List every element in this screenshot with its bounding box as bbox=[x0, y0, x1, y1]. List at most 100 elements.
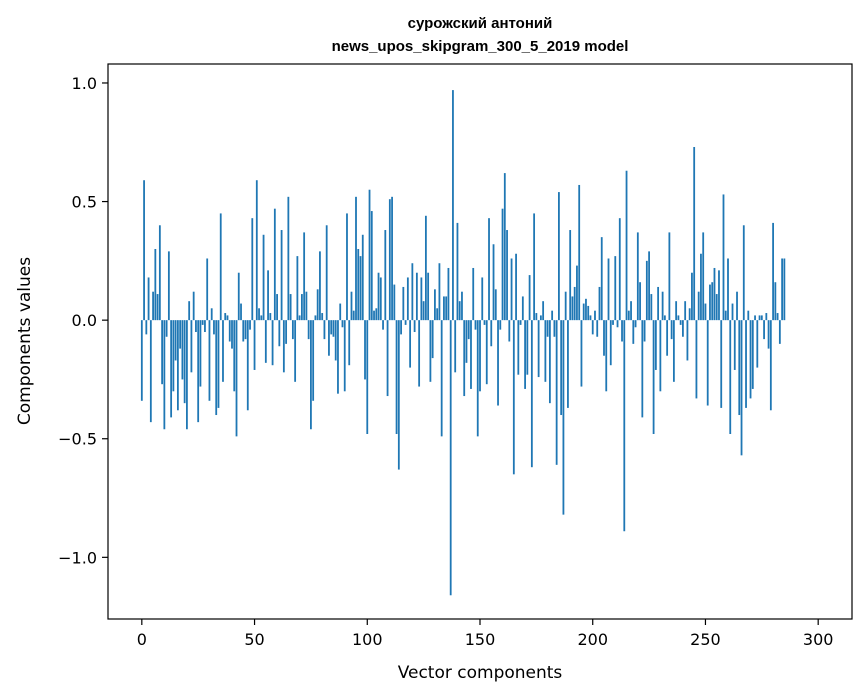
bar bbox=[623, 320, 626, 532]
bar bbox=[386, 320, 389, 397]
bar bbox=[731, 303, 734, 321]
bar bbox=[323, 320, 326, 340]
bar bbox=[639, 282, 641, 321]
bar bbox=[246, 320, 249, 411]
bar bbox=[222, 320, 224, 382]
bar bbox=[307, 320, 310, 340]
bar bbox=[526, 320, 529, 375]
bar bbox=[285, 320, 288, 344]
bar bbox=[724, 310, 727, 321]
bar bbox=[427, 272, 430, 321]
bar bbox=[226, 315, 229, 321]
bar bbox=[585, 298, 587, 321]
bar bbox=[217, 320, 220, 408]
bar bbox=[341, 320, 344, 328]
bar bbox=[555, 320, 558, 465]
bar bbox=[643, 320, 646, 342]
bar bbox=[765, 313, 768, 321]
bar bbox=[508, 320, 511, 342]
bar bbox=[438, 263, 441, 321]
y-axis: −1.0 −0.5 0.0 0.5 1.0 bbox=[58, 74, 108, 567]
bar bbox=[648, 251, 650, 321]
bar bbox=[763, 320, 765, 340]
bar bbox=[140, 320, 143, 401]
bar bbox=[589, 315, 592, 321]
bar bbox=[659, 320, 662, 392]
bar bbox=[316, 289, 319, 321]
bar bbox=[675, 301, 678, 321]
bar bbox=[641, 320, 644, 418]
bar bbox=[564, 291, 567, 321]
bar bbox=[745, 320, 747, 408]
bar bbox=[415, 272, 418, 321]
bar bbox=[605, 320, 608, 392]
bar bbox=[492, 244, 495, 321]
bar bbox=[463, 320, 466, 397]
bar bbox=[733, 320, 736, 370]
bar bbox=[434, 289, 436, 321]
bar bbox=[192, 291, 195, 321]
bar bbox=[174, 320, 177, 361]
bar bbox=[582, 303, 585, 321]
bar bbox=[729, 320, 732, 434]
bar bbox=[494, 289, 497, 321]
bar bbox=[756, 320, 759, 368]
bar bbox=[700, 253, 702, 321]
bar bbox=[337, 320, 339, 394]
bar bbox=[199, 320, 202, 387]
bar bbox=[300, 294, 303, 321]
bar bbox=[303, 232, 306, 321]
bar bbox=[781, 258, 784, 321]
bar bbox=[319, 251, 321, 321]
bar bbox=[569, 230, 572, 321]
bar bbox=[544, 320, 547, 382]
bar bbox=[535, 313, 538, 321]
bar bbox=[233, 320, 236, 392]
bar bbox=[375, 308, 378, 321]
bar bbox=[747, 310, 750, 321]
bar bbox=[253, 320, 256, 370]
bar bbox=[560, 320, 563, 416]
bar bbox=[603, 320, 605, 356]
bar bbox=[668, 232, 671, 321]
bar bbox=[524, 320, 526, 389]
bar bbox=[429, 320, 432, 382]
bar bbox=[485, 320, 488, 385]
bar bbox=[156, 294, 159, 321]
bar bbox=[454, 320, 457, 373]
bar bbox=[742, 225, 745, 321]
bar bbox=[479, 320, 481, 392]
bar bbox=[413, 320, 416, 333]
bar bbox=[445, 296, 448, 321]
bar bbox=[537, 320, 540, 378]
x-tick-label: 250 bbox=[690, 630, 721, 649]
bar bbox=[751, 320, 754, 389]
bar bbox=[598, 286, 601, 321]
bar bbox=[697, 291, 700, 321]
bar bbox=[636, 232, 639, 321]
bar bbox=[539, 315, 542, 321]
bar bbox=[181, 320, 184, 380]
bar bbox=[587, 305, 590, 321]
bar bbox=[312, 320, 315, 401]
bar bbox=[625, 170, 628, 321]
bar bbox=[695, 320, 698, 399]
bar bbox=[314, 315, 317, 321]
bar bbox=[760, 315, 763, 321]
bar bbox=[476, 320, 479, 437]
bar bbox=[778, 320, 781, 344]
bar bbox=[693, 147, 696, 321]
bar bbox=[713, 267, 716, 321]
bar bbox=[506, 230, 508, 321]
x-axis-label: Vector components bbox=[398, 663, 563, 683]
bar bbox=[161, 320, 164, 385]
bar bbox=[334, 320, 337, 361]
bar bbox=[722, 194, 725, 321]
bar bbox=[436, 308, 439, 321]
bar bbox=[578, 184, 581, 321]
bar bbox=[364, 320, 366, 380]
bar bbox=[418, 320, 421, 387]
bar bbox=[393, 284, 396, 321]
bar bbox=[271, 320, 274, 366]
bar bbox=[147, 277, 150, 321]
